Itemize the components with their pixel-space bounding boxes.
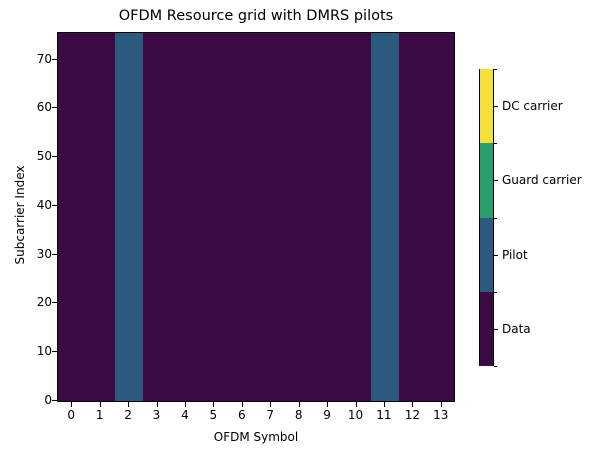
x-tick-label: 7 bbox=[266, 408, 275, 422]
x-tick bbox=[412, 402, 414, 407]
colorbar-label: Data bbox=[502, 321, 531, 336]
colorbar-boundary-tick bbox=[494, 143, 497, 145]
y-tick-label: 70 bbox=[36, 51, 52, 66]
colorbar-tick bbox=[494, 254, 498, 256]
y-tick bbox=[52, 350, 57, 352]
x-tick bbox=[71, 402, 73, 407]
y-tick bbox=[52, 156, 57, 158]
x-tick-label: 0 bbox=[67, 408, 76, 422]
x-tick-label: 4 bbox=[181, 408, 189, 422]
x-tick-label: 2 bbox=[124, 408, 132, 422]
symbol-column bbox=[427, 33, 454, 401]
colorbar-tick bbox=[494, 106, 498, 108]
x-tick bbox=[241, 402, 243, 407]
symbol-column bbox=[370, 33, 400, 401]
colorbar-boundary-tick bbox=[494, 366, 497, 367]
colorbar-segment bbox=[480, 291, 493, 366]
y-tick-label: 60 bbox=[36, 100, 52, 115]
symbol-column bbox=[285, 33, 315, 401]
x-tick bbox=[213, 402, 215, 407]
x-tick-label: 6 bbox=[237, 408, 246, 422]
colorbar-label: Guard carrier bbox=[502, 173, 582, 188]
y-tick bbox=[52, 58, 57, 60]
y-tick bbox=[52, 302, 57, 304]
symbol-column bbox=[313, 33, 343, 401]
x-tick-label: 3 bbox=[152, 408, 161, 422]
symbol-column bbox=[257, 33, 286, 401]
x-tick-label: 5 bbox=[209, 408, 218, 422]
symbol-column bbox=[143, 33, 173, 401]
colorbar-label: Pilot bbox=[502, 247, 528, 262]
x-axis-label: OFDM Symbol bbox=[213, 430, 299, 444]
symbol-column bbox=[200, 33, 230, 401]
x-tick-label: 9 bbox=[323, 408, 331, 422]
x-tick-label: 8 bbox=[294, 408, 303, 422]
symbol-column bbox=[86, 33, 116, 401]
y-tick-label: 10 bbox=[36, 343, 52, 358]
y-tick-label: 0 bbox=[44, 392, 52, 407]
chart-title: OFDM Resource grid with DMRS pilots bbox=[118, 8, 394, 24]
y-tick bbox=[52, 107, 57, 109]
x-tick bbox=[270, 402, 272, 407]
x-tick bbox=[440, 402, 442, 407]
colorbar bbox=[479, 68, 494, 366]
colorbar-tick bbox=[494, 328, 498, 330]
x-tick bbox=[156, 402, 158, 407]
x-tick bbox=[184, 402, 186, 407]
x-tick-label: 13 bbox=[433, 408, 449, 422]
x-tick bbox=[355, 402, 357, 407]
y-tick-label: 50 bbox=[36, 149, 52, 164]
resource-grid-plot bbox=[57, 32, 455, 402]
symbol-column bbox=[399, 33, 429, 401]
colorbar-tick bbox=[494, 180, 498, 182]
x-tick bbox=[298, 402, 300, 407]
y-tick bbox=[52, 399, 57, 401]
colorbar-segment bbox=[480, 142, 493, 218]
colorbar-boundary-tick bbox=[494, 217, 497, 219]
x-tick bbox=[327, 402, 329, 407]
colorbar-segment bbox=[480, 68, 493, 144]
symbol-column bbox=[342, 33, 372, 401]
symbol-column bbox=[171, 33, 201, 401]
y-axis-label: Subcarrier Index bbox=[13, 165, 27, 265]
colorbar-boundary-tick bbox=[494, 69, 497, 70]
x-tick-label: 10 bbox=[347, 408, 364, 422]
x-tick-label: 1 bbox=[95, 408, 104, 422]
y-tick-label: 20 bbox=[36, 295, 52, 310]
y-tick bbox=[52, 204, 57, 206]
x-tick bbox=[99, 402, 101, 407]
x-tick bbox=[128, 402, 130, 407]
y-tick bbox=[52, 253, 57, 255]
symbol-column bbox=[114, 33, 144, 401]
colorbar-label: DC carrier bbox=[502, 99, 563, 114]
x-tick-label: 11 bbox=[376, 408, 392, 422]
colorbar-boundary-tick bbox=[494, 291, 497, 293]
symbol-column bbox=[228, 33, 258, 401]
y-tick-label: 40 bbox=[36, 197, 52, 212]
colorbar-segment bbox=[480, 217, 493, 292]
y-tick-label: 30 bbox=[36, 246, 52, 261]
symbol-column bbox=[58, 33, 87, 401]
x-tick-label: 12 bbox=[404, 408, 420, 422]
x-tick bbox=[383, 402, 385, 407]
